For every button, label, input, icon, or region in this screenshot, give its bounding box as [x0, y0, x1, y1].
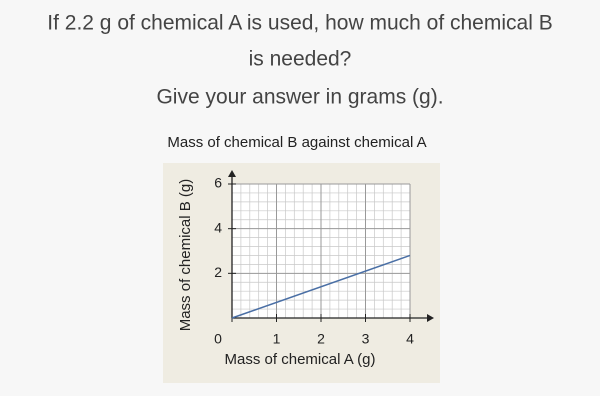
data-line [231, 254, 411, 319]
x-tick-label: 1 [273, 331, 281, 347]
x-tick-label: 0 [214, 331, 222, 347]
x-axis-label: Mass of chemical A (g) [225, 351, 376, 368]
y-tick-label: 4 [214, 219, 222, 235]
y-axis-arrow [228, 170, 236, 177]
x-tick-label: 4 [406, 331, 414, 347]
question-line: If 2.2 g of chemical A is used, how much… [47, 12, 552, 35]
y-tick-label: 2 [214, 264, 222, 280]
question-line: is needed? [249, 48, 352, 71]
y-axis-label: Mass of chemical B (g) [177, 179, 194, 332]
x-tick-label: 2 [317, 331, 325, 347]
x-axis-arrow [427, 314, 434, 322]
x-tick-label: 3 [362, 331, 370, 347]
y-tick-label: 6 [214, 175, 222, 191]
question-line: Give your answer in grams (g). [156, 86, 443, 109]
chart-title: Mass of chemical B against chemical A [167, 134, 426, 151]
